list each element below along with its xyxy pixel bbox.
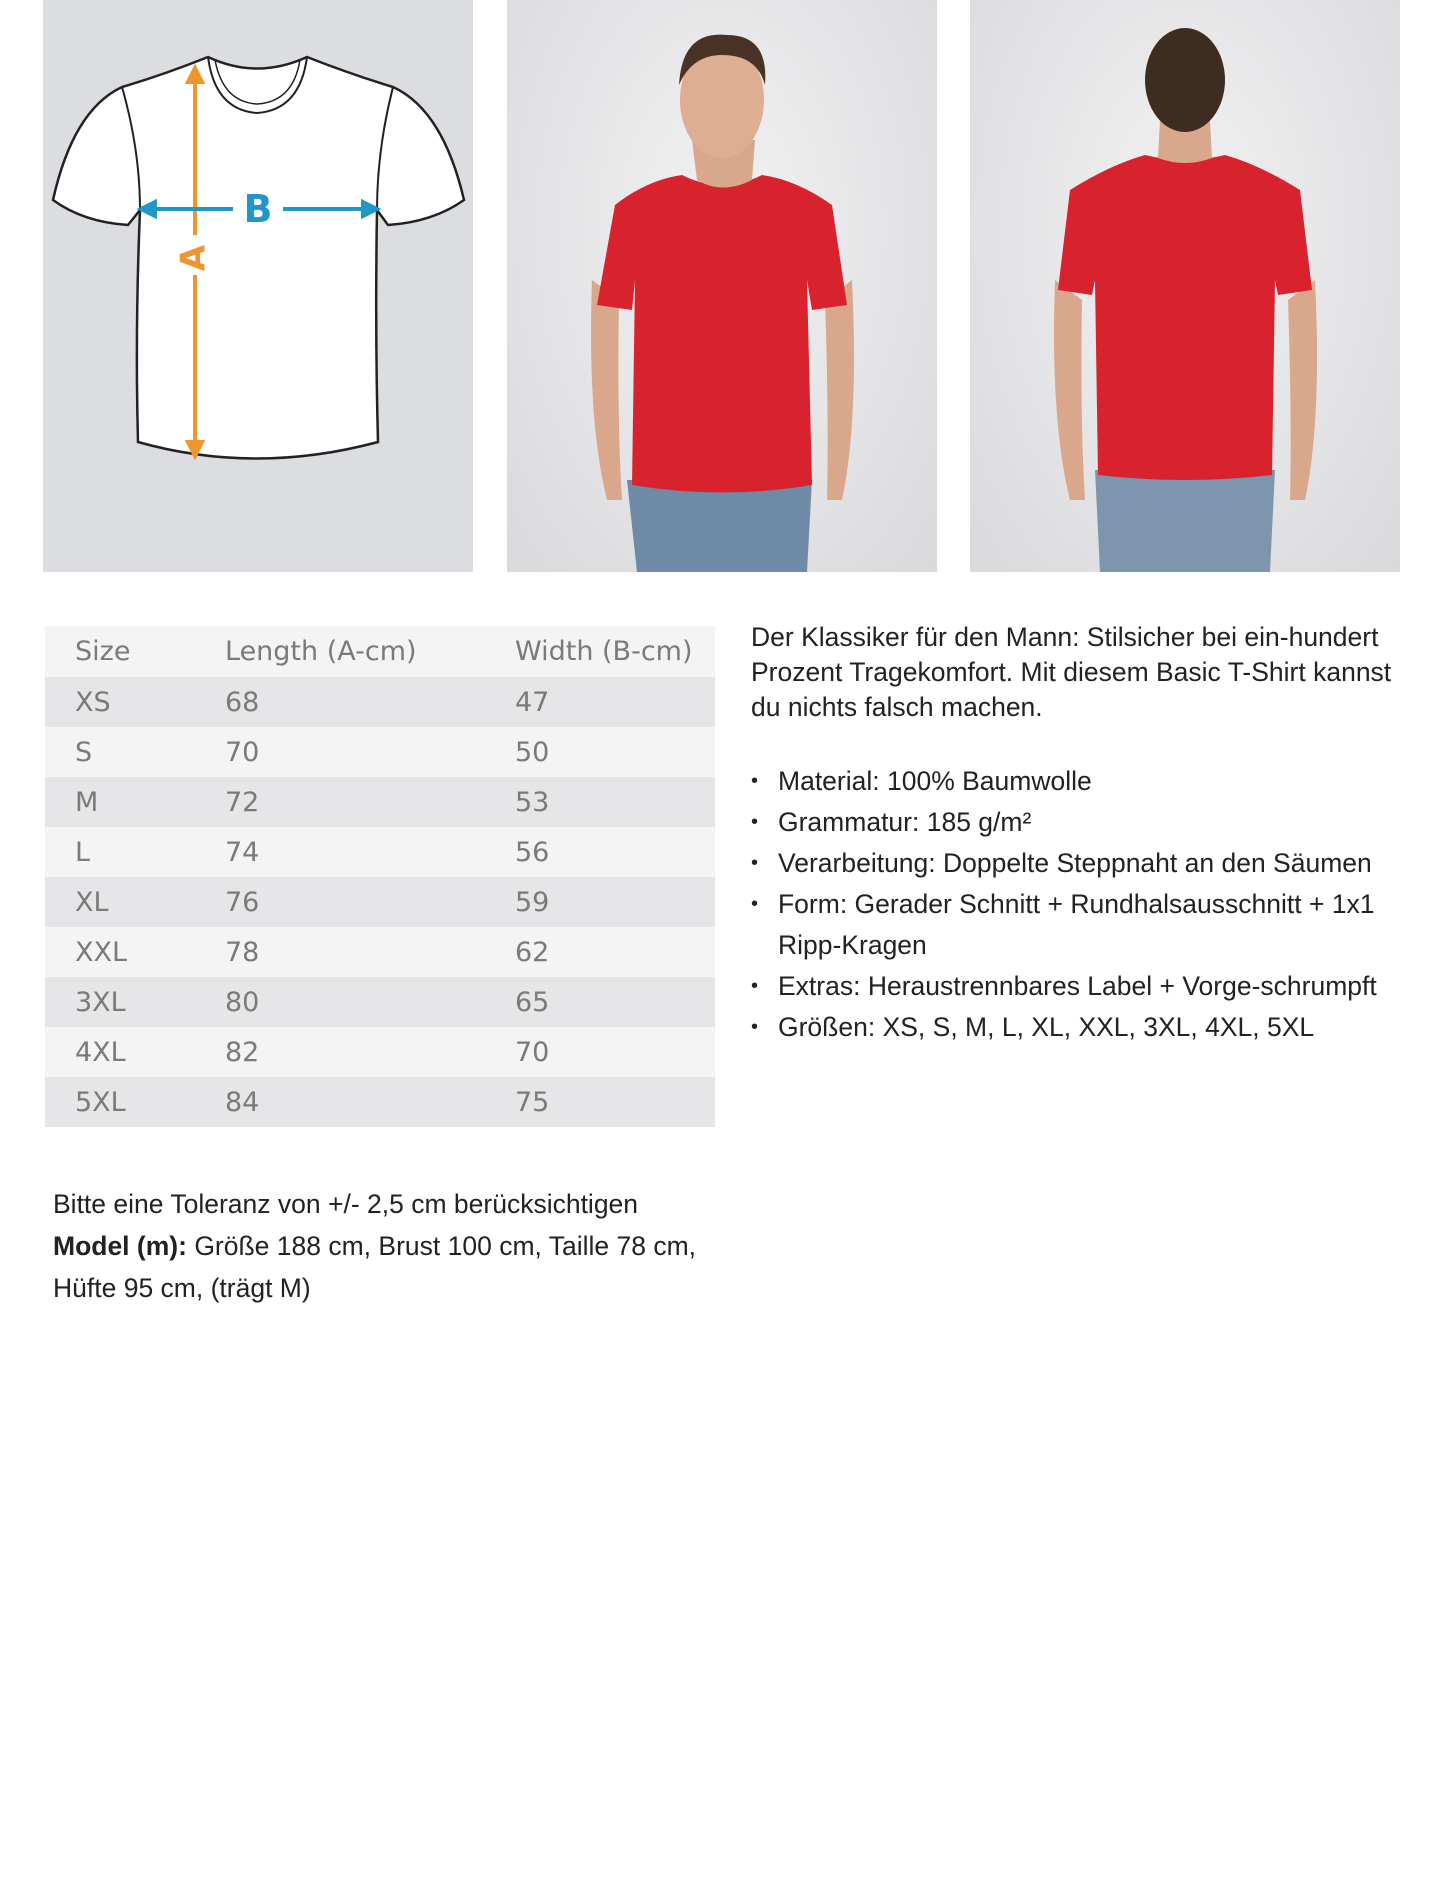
cell-width: 65 <box>515 986 550 1018</box>
cell-width: 53 <box>515 786 550 818</box>
feature-item: Material: 100% Baumwolle <box>751 761 1401 802</box>
cell-length: 82 <box>225 1036 260 1068</box>
cell-width: 59 <box>515 886 550 918</box>
table-row: XL 76 59 <box>45 877 715 927</box>
model-front-photo <box>507 0 937 572</box>
cell-length: 74 <box>225 836 260 868</box>
cell-width: 70 <box>515 1036 550 1068</box>
size-notes: Bitte eine Toleranz von +/- 2,5 cm berüc… <box>53 1183 753 1309</box>
model-info: Model (m): Größe 188 cm, Brust 100 cm, T… <box>53 1225 753 1309</box>
header-width: Width (B-cm) <box>515 636 693 667</box>
cell-size: XXL <box>75 936 128 968</box>
table-row: 3XL 80 65 <box>45 977 715 1027</box>
table-row: 5XL 84 75 <box>45 1077 715 1127</box>
product-description: Der Klassiker für den Mann: Stilsicher b… <box>751 620 1401 1048</box>
model-text: Größe 188 cm, Brust 100 cm, Taille 78 cm… <box>53 1231 697 1303</box>
cell-width: 56 <box>515 836 550 868</box>
label-a: A <box>174 244 214 271</box>
cell-size: L <box>75 836 91 868</box>
measure-b-arrow <box>136 198 382 220</box>
model-back-photo <box>970 0 1400 572</box>
cell-length: 76 <box>225 886 260 918</box>
tshirt-outline-icon: A B <box>51 55 466 461</box>
tolerance-note: Bitte eine Toleranz von +/- 2,5 cm berüc… <box>53 1189 639 1219</box>
cell-width: 47 <box>515 686 550 718</box>
size-diagram: A B <box>43 0 473 572</box>
model-label: Model (m): <box>53 1231 187 1261</box>
cell-size: S <box>75 736 93 768</box>
cell-width: 62 <box>515 936 550 968</box>
feature-item: Größen: XS, S, M, L, XL, XXL, 3XL, 4XL, … <box>751 1007 1401 1048</box>
feature-list: Material: 100% Baumwolle Grammatur: 185 … <box>751 761 1401 1048</box>
table-row: L 74 56 <box>45 827 715 877</box>
cell-length: 70 <box>225 736 260 768</box>
table-row: M 72 53 <box>45 777 715 827</box>
table-row: S 70 50 <box>45 727 715 777</box>
label-b: B <box>244 187 273 231</box>
cell-length: 80 <box>225 986 260 1018</box>
cell-size: 3XL <box>75 986 126 1018</box>
feature-item: Verarbeitung: Doppelte Steppnaht an den … <box>751 843 1401 884</box>
table-row: XXL 78 62 <box>45 927 715 977</box>
cell-length: 84 <box>225 1086 260 1118</box>
cell-size: XS <box>75 686 111 718</box>
table-row: 4XL 82 70 <box>45 1027 715 1077</box>
cell-size: M <box>75 786 99 818</box>
cell-length: 78 <box>225 936 260 968</box>
header-length: Length (A-cm) <box>225 636 417 667</box>
table-row: XS 68 47 <box>45 677 715 727</box>
cell-length: 68 <box>225 686 260 718</box>
feature-item: Grammatur: 185 g/m² <box>751 802 1401 843</box>
description-intro: Der Klassiker für den Mann: Stilsicher b… <box>751 622 1392 722</box>
cell-width: 50 <box>515 736 550 768</box>
cell-width: 75 <box>515 1086 550 1118</box>
cell-size: 5XL <box>75 1086 126 1118</box>
feature-item: Extras: Heraustrennbares Label + Vorge-s… <box>751 966 1401 1007</box>
feature-item: Form: Gerader Schnitt + Rundhalsausschni… <box>751 884 1401 966</box>
table-header-row: Size Length (A-cm) Width (B-cm) <box>45 626 715 677</box>
header-size: Size <box>75 636 131 667</box>
cell-length: 72 <box>225 786 260 818</box>
size-table: Size Length (A-cm) Width (B-cm) XS 68 47 S 7… <box>45 626 715 1127</box>
cell-size: XL <box>75 886 109 918</box>
cell-size: 4XL <box>75 1036 126 1068</box>
